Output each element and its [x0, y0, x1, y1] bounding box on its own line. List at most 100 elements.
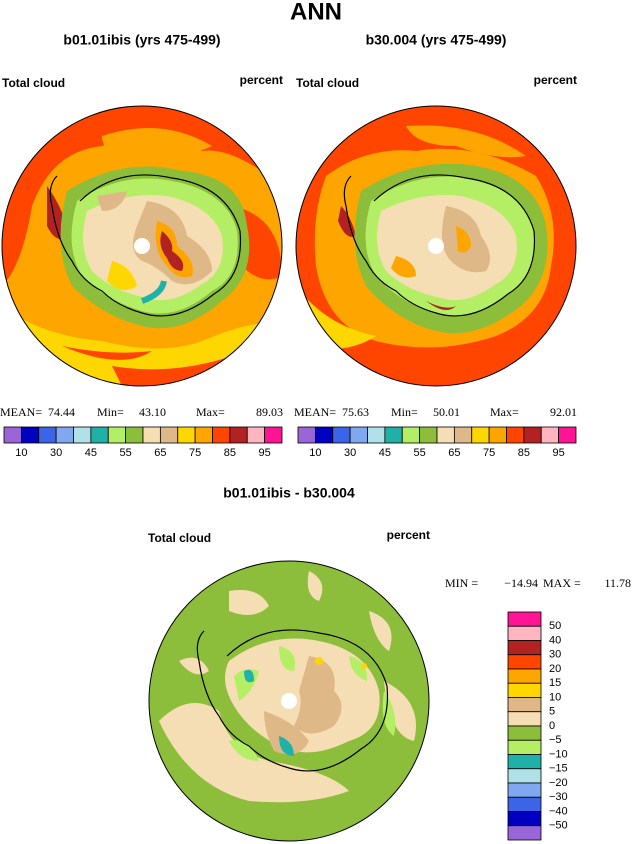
- colorbar-swatch: [3, 426, 22, 444]
- colorbar-label: 10: [15, 447, 27, 459]
- stats: MEAN= 74.44 Min= 43.10 Max= 89.03: [0, 405, 283, 419]
- colorbar-swatch: [177, 426, 196, 444]
- panel-title: b01.01ibis (yrs 475-499): [63, 32, 220, 48]
- colorbar-swatch: [332, 426, 351, 444]
- colorbar-label: 50: [549, 620, 561, 632]
- colorbar-swatch: [107, 426, 127, 444]
- colorbar-label: 95: [553, 447, 565, 459]
- field-label: Total cloud: [2, 76, 65, 90]
- units-label: percent: [534, 73, 577, 87]
- stat-value: 75.63: [342, 405, 369, 419]
- colorbar-swatch: [507, 668, 542, 684]
- colorbar-swatch: [507, 768, 542, 784]
- colorbar-label: 75: [483, 447, 495, 459]
- stats: MEAN= 75.63 Min= 50.01 Max= 92.01: [294, 405, 577, 419]
- stat-value: 89.03: [256, 405, 283, 419]
- stat-label: Min=: [391, 405, 418, 419]
- colorbar-label: 95: [259, 447, 271, 459]
- polar-map: [295, 105, 577, 387]
- colorbar-swatch: [73, 426, 92, 444]
- colorbar-label: 55: [414, 447, 426, 459]
- colorbar-label: 65: [154, 447, 166, 459]
- colorbar-swatch: [471, 426, 490, 444]
- units-label: percent: [240, 73, 283, 87]
- colorbar-swatch: [125, 426, 144, 444]
- colorbar: 10 30 45 55 65 75 85 95: [297, 426, 577, 459]
- colorbar-swatch: [523, 426, 542, 444]
- colorbar-swatch: [558, 426, 577, 444]
- colorbar-swatch: [506, 426, 525, 444]
- stat-value: 92.01: [550, 405, 577, 419]
- field-label: Total cloud: [148, 531, 211, 545]
- colorbar-swatch: [507, 754, 542, 770]
- colorbar-swatch: [507, 611, 542, 627]
- colorbar-swatch: [507, 782, 542, 798]
- colorbar-swatch: [540, 426, 560, 444]
- colorbar-swatch: [507, 682, 542, 698]
- colorbar-label: −15: [549, 763, 568, 775]
- colorbar-label: 30: [549, 649, 561, 661]
- colorbar-label: 30: [344, 447, 356, 459]
- colorbar-label: 75: [189, 447, 201, 459]
- stat-label: Min=: [97, 405, 124, 419]
- panel-title: b30.004 (yrs 475-499): [366, 32, 507, 48]
- stat-value: 50.01: [433, 405, 460, 419]
- colorbar-swatch: [401, 426, 421, 444]
- stat-label: Max=: [196, 405, 225, 419]
- colorbar-label: 10: [549, 691, 561, 703]
- panel-title: b01.01ibis - b30.004: [223, 485, 355, 501]
- stats: MIN = −14.94 MAX = 11.78: [445, 576, 631, 590]
- stat-label: MEAN=: [0, 405, 42, 419]
- colorbar-swatch: [314, 426, 334, 444]
- units-label: percent: [387, 528, 430, 542]
- colorbar-swatch: [507, 825, 542, 841]
- stat-label: MIN =: [445, 576, 478, 590]
- colorbar-label: 40: [549, 634, 561, 646]
- figure-title: ANN: [290, 0, 342, 25]
- stat-value: 43.10: [139, 405, 166, 419]
- colorbar-label: 55: [120, 447, 132, 459]
- colorbar-label: −30: [549, 791, 568, 803]
- polar-map: [148, 560, 430, 842]
- colorbar-swatch: [488, 426, 507, 444]
- stat-label: Max=: [490, 405, 519, 419]
- colorbar-swatch: [264, 426, 283, 444]
- colorbar-swatch: [142, 426, 161, 444]
- polar-map: [1, 105, 283, 387]
- colorbar-label: 20: [549, 663, 561, 675]
- colorbar-swatch: [159, 426, 179, 444]
- colorbar-swatch: [507, 697, 542, 713]
- colorbar-swatch: [507, 796, 542, 812]
- colorbar-label: −5: [549, 734, 562, 746]
- colorbar-swatch: [507, 654, 542, 670]
- colorbar-swatch: [507, 625, 542, 641]
- colorbar-label: 85: [518, 447, 530, 459]
- colorbar-swatch: [507, 739, 542, 755]
- colorbar-label: 85: [224, 447, 236, 459]
- colorbar-swatch: [419, 426, 438, 444]
- colorbar: 10 30 45 55 65 75 85 95: [3, 426, 283, 459]
- stat-label: MEAN=: [294, 405, 336, 419]
- colorbar-label: −40: [549, 805, 568, 817]
- colorbar-swatch: [212, 426, 231, 444]
- colorbar-label: 5: [549, 706, 555, 718]
- colorbar-swatch: [194, 426, 213, 444]
- stat-value: 74.44: [48, 405, 75, 419]
- stat-value: 11.78: [604, 576, 631, 590]
- colorbar-swatch: [507, 640, 542, 656]
- stat-value: −14.94: [504, 576, 538, 590]
- colorbar-swatch: [246, 426, 266, 444]
- colorbar-swatch: [453, 426, 473, 444]
- colorbar-label: −50: [549, 820, 568, 832]
- colorbar-label: 45: [85, 447, 97, 459]
- colorbar-swatch: [229, 426, 248, 444]
- colorbar-swatch: [297, 426, 316, 444]
- colorbar-swatch: [349, 426, 368, 444]
- colorbar-swatch: [436, 426, 455, 444]
- field-label: Total cloud: [296, 76, 359, 90]
- colorbar-label: 65: [448, 447, 460, 459]
- colorbar-label: 45: [379, 447, 391, 459]
